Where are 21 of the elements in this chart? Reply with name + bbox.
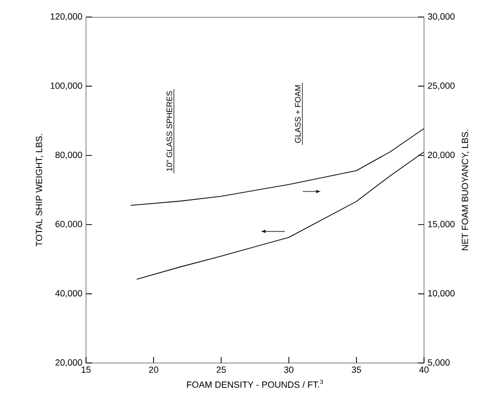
x-tick-label: 35 (352, 366, 362, 373)
y-axis-title: TOTAL SHIP WEIGHT, LBS. (36, 134, 44, 246)
x-tick-label: 40 (419, 366, 429, 373)
x-tick-label: 20 (149, 366, 158, 373)
y2-tick-label: 15,000 (428, 220, 455, 228)
y2-tick-label: 10,000 (428, 290, 455, 298)
y-tick-label: 80,000 (55, 152, 82, 160)
x-tick-label: 30 (284, 366, 294, 373)
y-tick-label: 40,000 (55, 290, 82, 298)
x-tick-label: 25 (216, 366, 226, 373)
y2-tick-label: 25,000 (428, 82, 455, 90)
x-axis-title: FOAM DENSITY - POUNDS / FT.$^{3}$ (187, 380, 323, 388)
y2-tick-label: 30,000 (428, 13, 455, 21)
y-tick-label: 20,000 (56, 359, 82, 367)
y2-tick-label: 20,000 (428, 152, 455, 160)
y-tick-label: 100,000 (50, 82, 82, 90)
x-tick-label: 15 (82, 366, 91, 373)
y-tick-label: 120,000 (50, 13, 82, 21)
y2-axis-title: NET FOAM BUOYANCY, LBS. (462, 130, 470, 250)
y2-tick-label: 5,000 (428, 359, 450, 367)
y-tick-label: 60,000 (56, 220, 82, 228)
